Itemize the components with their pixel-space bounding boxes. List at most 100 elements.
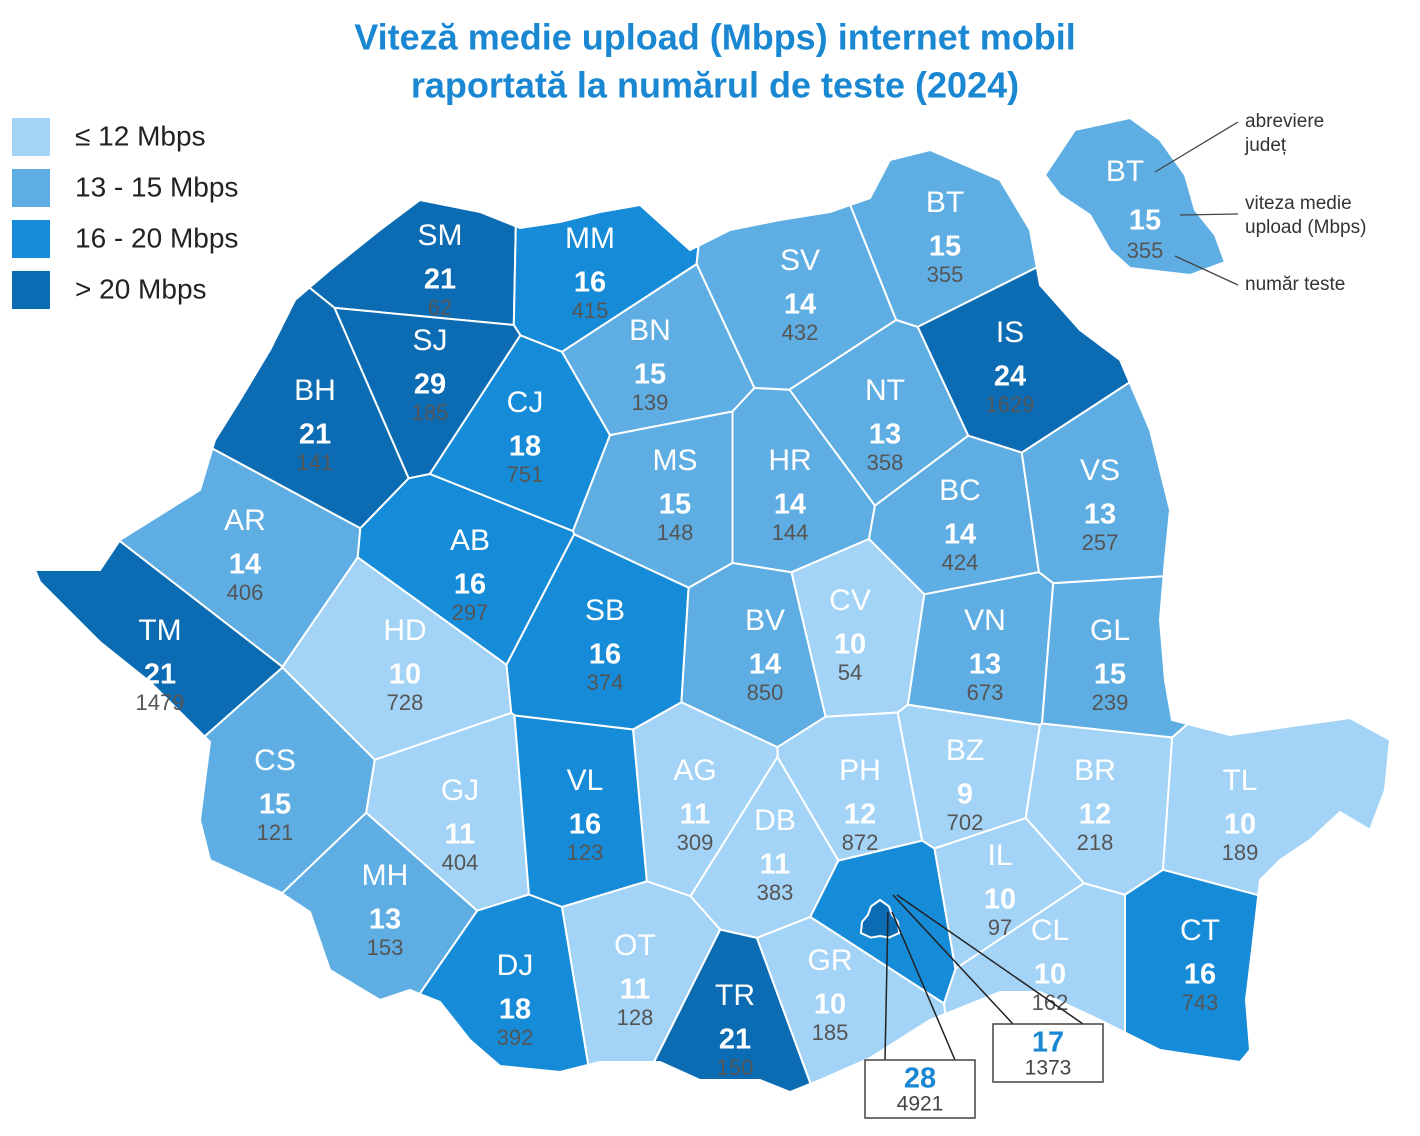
- county-speed: 14: [774, 489, 806, 521]
- title: raportată la numărul de teste (2024): [411, 65, 1019, 106]
- county-speed: 10: [814, 989, 846, 1021]
- county: [942, 882, 1126, 1035]
- county-tests: 239: [1092, 690, 1129, 715]
- county-abbr: BN: [629, 314, 671, 347]
- county-tests: 257: [1082, 530, 1119, 555]
- county-speed: 11: [620, 974, 651, 1006]
- legend-label: 16 - 20 Mbps: [75, 222, 238, 253]
- county-speed: 12: [844, 799, 876, 831]
- county-speed: 24: [994, 361, 1026, 393]
- county: [280, 811, 479, 1002]
- county-speed: 10: [834, 629, 866, 661]
- county-tests: 139: [632, 390, 669, 415]
- county-tests: 743: [1182, 990, 1219, 1015]
- county-abbr: NT: [865, 374, 905, 407]
- county-abbr: GR: [808, 944, 853, 977]
- county-tests: 358: [867, 450, 904, 475]
- county-speed: 13: [1084, 499, 1116, 531]
- county-abbr: CS: [254, 744, 296, 777]
- county-tests: 383: [757, 880, 794, 905]
- county-speed: 21: [299, 419, 331, 451]
- legend-swatch: [12, 169, 50, 207]
- county-abbr: GJ: [441, 774, 479, 807]
- county-speed: 16: [574, 267, 606, 299]
- county: [307, 198, 517, 327]
- county-speed: 15: [929, 231, 961, 263]
- key-note: viteza medie: [1245, 193, 1352, 214]
- county-speed: 29: [414, 369, 446, 401]
- callout-speed: 28: [904, 1063, 936, 1095]
- county-tests: 148: [657, 520, 694, 545]
- county: [1161, 716, 1392, 897]
- county-tests: 404: [442, 850, 479, 875]
- county-abbr: PH: [839, 754, 881, 787]
- county-tests: 128: [617, 1005, 654, 1030]
- county-abbr: SB: [585, 594, 625, 627]
- county-tests: 850: [747, 680, 784, 705]
- key-note: județ: [1244, 135, 1287, 156]
- county-speed: 21: [719, 1024, 751, 1056]
- callout-box: [992, 1023, 1104, 1083]
- county-abbr: VL: [567, 764, 604, 797]
- county-tests: 673: [967, 680, 1004, 705]
- county-abbr: IL: [987, 839, 1012, 872]
- callout-line: [891, 911, 956, 1061]
- county-speed: 14: [749, 649, 781, 681]
- key-tests: 355: [1127, 238, 1164, 263]
- county-abbr: AB: [450, 524, 490, 557]
- county-abbr: SV: [780, 244, 820, 277]
- county-abbr: BZ: [946, 734, 984, 767]
- county-speed: 9: [957, 779, 973, 811]
- callout-line: [896, 894, 1084, 1025]
- county-abbr: CJ: [507, 386, 544, 419]
- county-tests: 406: [227, 580, 264, 605]
- county-tests: 162: [1032, 990, 1069, 1015]
- county-abbr: CT: [1180, 914, 1220, 947]
- county-speed: 16: [569, 809, 601, 841]
- county-speed: 11: [680, 799, 711, 831]
- county-tests: 153: [367, 935, 404, 960]
- county-abbr: GL: [1090, 614, 1130, 647]
- county-speed: 16: [589, 639, 621, 671]
- county-speed: 15: [634, 359, 666, 391]
- county-speed: 10: [984, 884, 1016, 916]
- county-abbr: TR: [715, 979, 755, 1012]
- county-abbr: OT: [614, 929, 656, 962]
- county-tests: 374: [587, 670, 624, 695]
- county-abbr: BV: [745, 604, 785, 637]
- county-speed: 10: [1034, 959, 1066, 991]
- county-abbr: MM: [565, 222, 615, 255]
- county-tests: 297: [452, 600, 489, 625]
- county-abbr: TM: [138, 614, 181, 647]
- county-speed: 21: [144, 659, 176, 691]
- county-speed: 14: [944, 519, 976, 551]
- county-abbr: AG: [673, 754, 716, 787]
- county-abbr: IS: [996, 316, 1024, 349]
- county-speed: 12: [1079, 799, 1111, 831]
- county-tests: 123: [567, 840, 604, 865]
- county: [418, 893, 590, 1074]
- county-abbr: TL: [1222, 764, 1257, 797]
- callout-box: [864, 1059, 976, 1119]
- county-tests: 189: [1222, 840, 1259, 865]
- county-tests: 62: [428, 295, 452, 320]
- county-tests: 185: [412, 400, 449, 425]
- county-tests: 121: [257, 820, 294, 845]
- legend-label: > 20 Mbps: [75, 273, 207, 304]
- county-tests: 392: [497, 1025, 534, 1050]
- county-tests: 1629: [986, 392, 1035, 417]
- legend-swatch: [12, 118, 50, 156]
- callout-tests: 1373: [1025, 1057, 1072, 1080]
- county-abbr: BR: [1074, 754, 1116, 787]
- county-tests: 424: [942, 550, 979, 575]
- county-tests: 751: [507, 462, 544, 487]
- county-speed: 13: [369, 904, 401, 936]
- county-tests: 150: [717, 1055, 754, 1080]
- county-speed: 18: [509, 431, 541, 463]
- county-speed: 15: [1094, 659, 1126, 691]
- county-abbr: HR: [768, 444, 811, 477]
- county-speed: 13: [969, 649, 1001, 681]
- labels: Viteză medie upload (Mbps) internet mobi…: [12, 17, 1366, 1119]
- county-speed: 13: [869, 419, 901, 451]
